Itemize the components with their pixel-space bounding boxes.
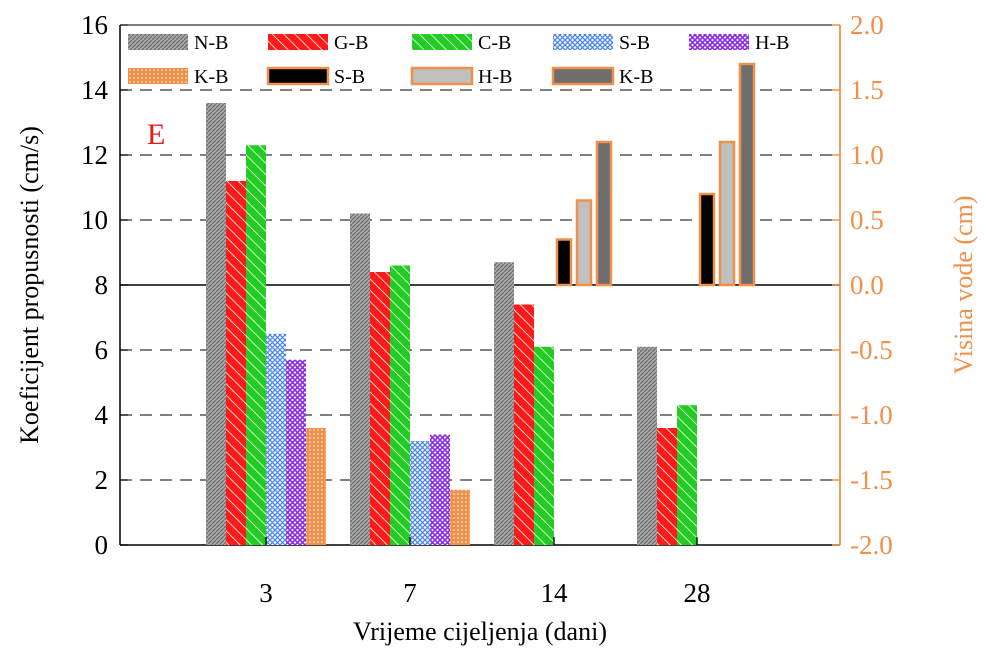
bar-s-b-7	[410, 441, 430, 545]
legend-swatch-s-b	[553, 34, 613, 50]
y-right-tick-label: -0.5	[850, 335, 893, 365]
bar-right-k-b-14	[595, 140, 613, 287]
y-right-tick-label: 0.0	[850, 270, 884, 300]
bar-right-k-b-28	[738, 62, 756, 287]
y-tick-label: 2	[95, 465, 109, 495]
legend-label: K-B	[619, 66, 653, 88]
bar-right-h-b-14	[575, 199, 593, 287]
legend-swatch-g-b	[268, 34, 328, 50]
legend-label: S-B	[619, 32, 650, 54]
bar-s-b-3	[266, 333, 286, 545]
legend-label: H-B	[478, 66, 512, 88]
y-right-tick-label: 1.0	[850, 140, 884, 170]
y-right-tick-label: 0.5	[850, 205, 884, 235]
legend-label: C-B	[478, 32, 511, 54]
legend-swatch-k-b-right	[551, 66, 615, 86]
x-tick-label: 14	[541, 578, 569, 608]
bar-k-b-7	[450, 489, 470, 545]
y-tick-label: 16	[81, 10, 108, 40]
bar-right-h-b-28	[718, 140, 736, 287]
bar-h-b-7	[430, 434, 450, 545]
legend-swatch-s-b-right	[266, 66, 330, 86]
y-right-tick-label: 1.5	[850, 75, 884, 105]
bar-n-b-7	[350, 213, 370, 545]
legend-label: K-B	[194, 66, 228, 88]
y-axis-right-title: Visina vode (cm)	[949, 196, 978, 375]
y-tick-label: 8	[95, 270, 109, 300]
bar-n-b-14	[494, 262, 514, 545]
y-tick-label: 10	[81, 205, 108, 235]
legend-label: H-B	[755, 32, 789, 54]
bar-n-b-28	[637, 346, 657, 545]
legend-swatch-n-b	[128, 34, 188, 50]
bar-k-b-3	[306, 428, 326, 545]
y-axis-title: Koeficijent propusnosti (cm/s)	[15, 126, 44, 444]
bars-layer	[206, 62, 756, 545]
y-tick-label: 14	[81, 75, 109, 105]
bar-c-b-3	[246, 145, 266, 545]
bar-n-b-3	[206, 103, 226, 545]
ticks-layer: 0 2 4 6 8 10 12 14 16 -2.0 -1.5 -1.0 -0.5 0.0 0.5 1.0 1.…	[81, 10, 893, 608]
y-right-tick-label: -2.0	[850, 530, 893, 560]
bar-c-b-28	[677, 405, 697, 545]
legend-label: G-B	[334, 32, 368, 54]
x-tick-label: 3	[259, 578, 273, 608]
legend: N-B G-B C-B S-B H-B K-B S-B H-B K-B	[128, 32, 789, 88]
bar-g-b-28	[657, 428, 677, 545]
bar-right-s-b-28	[698, 192, 716, 287]
bar-h-b-3	[286, 359, 306, 545]
bar-c-b-14	[534, 346, 554, 545]
legend-swatch-k-b	[128, 68, 188, 84]
y-tick-label: 0	[95, 530, 109, 560]
bar-g-b-3	[226, 181, 246, 545]
y-right-tick-label: -1.0	[850, 400, 893, 430]
x-axis-title: Vrijeme cijeljenja (dani)	[353, 617, 607, 646]
panel-label: E	[147, 118, 165, 151]
bar-c-b-7	[390, 265, 410, 545]
legend-swatch-h-b-right	[410, 66, 474, 86]
legend-label: S-B	[334, 66, 365, 88]
y-tick-label: 4	[95, 400, 109, 430]
bar-g-b-14	[514, 304, 534, 545]
y-right-tick-label: -1.5	[850, 465, 893, 495]
legend-label: N-B	[194, 32, 228, 54]
x-tick-label: 7	[403, 578, 417, 608]
legend-swatch-h-b	[689, 34, 749, 50]
legend-swatch-c-b	[412, 34, 472, 50]
y-tick-label: 12	[81, 140, 108, 170]
bar-right-s-b-14	[555, 238, 573, 287]
x-tick-label: 28	[684, 578, 711, 608]
y-tick-label: 6	[95, 335, 109, 365]
bar-g-b-7	[370, 272, 390, 545]
y-right-tick-label: 2.0	[850, 10, 884, 40]
